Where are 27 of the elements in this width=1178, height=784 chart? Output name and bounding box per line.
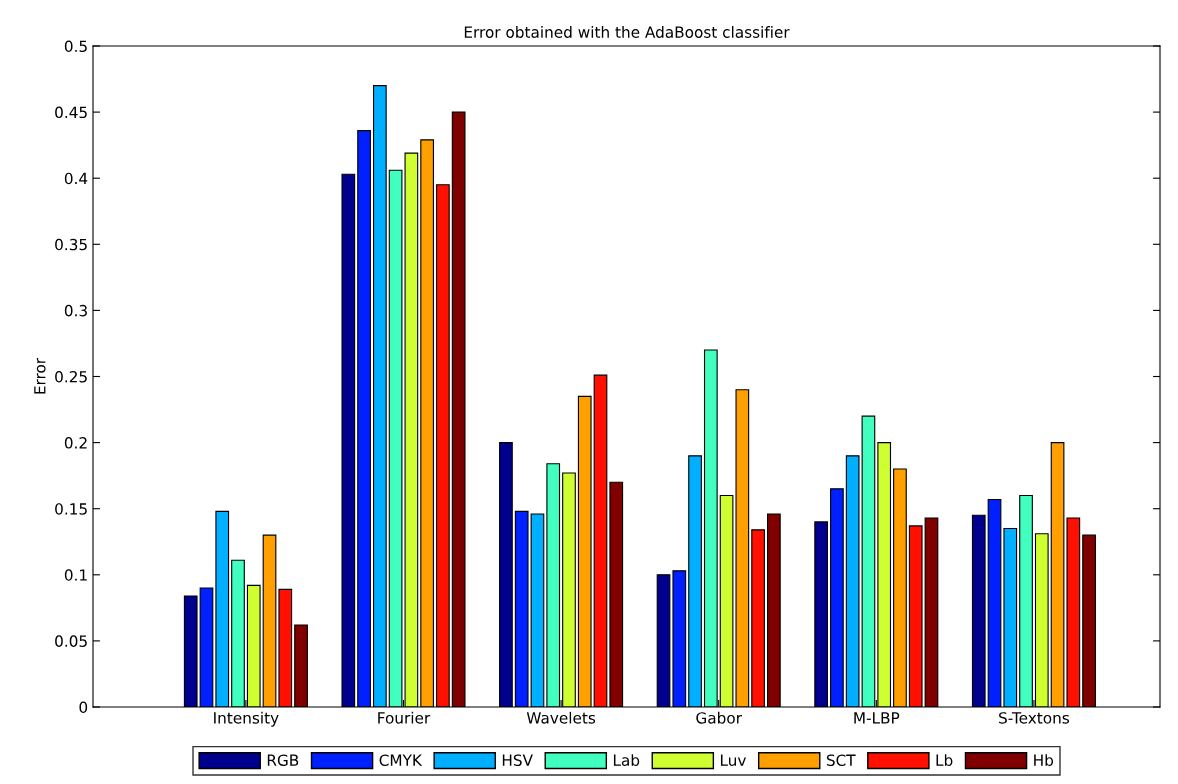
y-tick-label: 0.2 — [64, 437, 87, 449]
legend-label: HSV — [502, 754, 533, 766]
legend-label: Hb — [1034, 754, 1054, 766]
x-tick-label: Gabor — [696, 711, 742, 724]
x-tick-label: S-Textons — [999, 712, 1070, 724]
x-tick-label: M-LBP — [854, 712, 900, 724]
y-tick-label: 0.35 — [55, 238, 87, 251]
legend-label: RGB — [267, 754, 299, 766]
y-tick-label: 0.3 — [64, 304, 87, 317]
legend-label: CMYK — [379, 754, 423, 766]
chart-title: Error obtained with the AdaBoost classifier — [464, 26, 790, 38]
legend-label: SCT — [826, 754, 856, 766]
y-tick-label: 0.1 — [64, 569, 87, 581]
legend-label: Lab — [613, 754, 640, 766]
y-tick-label: 0.15 — [55, 503, 87, 515]
x-tick-label: Wavelets — [526, 711, 596, 724]
y-tick-label: 0.25 — [55, 370, 87, 383]
y-tick-label: 0.4 — [64, 172, 88, 185]
y-tick-label: 0.45 — [55, 106, 87, 119]
y-tick-label: 0 — [79, 701, 88, 714]
x-tick-label: Fourier — [378, 711, 431, 724]
x-tick-label: Intensity — [214, 711, 279, 727]
legend-label: Lb — [936, 754, 953, 766]
y-tick-label: 0.5 — [64, 40, 87, 53]
y-tick-label: 0.05 — [55, 635, 87, 647]
y-axis-title: Error — [34, 357, 46, 394]
legend-label: Luv — [720, 754, 746, 766]
